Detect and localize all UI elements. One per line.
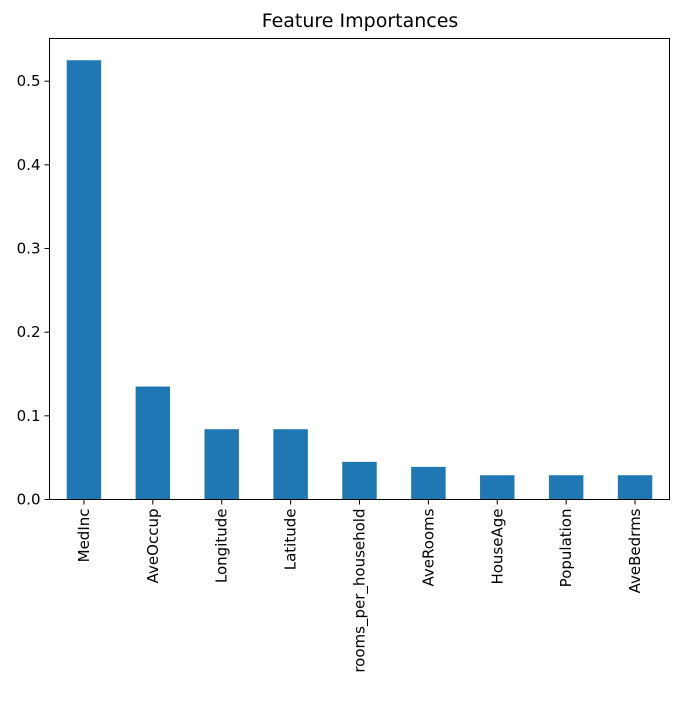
x-tick-label: rooms_per_household [351,509,370,673]
chart-title: Feature Importances [262,10,459,32]
y-tick-label: 0.4 [17,156,41,174]
bar-Latitude [273,429,308,500]
x-tick-label: AveOccup [144,509,162,584]
x-tick-label: AveBedrms [626,508,644,593]
y-tick-label: 0.0 [17,491,41,509]
x-tick-label: AveRooms [419,508,437,586]
x-tick-label: Longitude [213,509,231,584]
x-tick-label: Population [557,509,575,588]
bar-Population [548,475,584,500]
bar-AveRooms [411,466,446,500]
bar-AveBedrms [617,475,653,500]
y-tick-label: 0.1 [17,407,41,425]
bars-group [66,60,653,500]
bar-MedInc [66,60,102,500]
x-tick-label: Latitude [282,509,300,571]
x-axis: MedInc AveOccup Longitude Latitude rooms_per… [75,499,644,673]
bar-HouseAge [480,475,515,500]
bar-AveOccup [135,386,171,500]
y-tick-label: 0.5 [17,72,41,90]
x-tick-label: HouseAge [488,509,506,585]
y-axis: 0.0 0.1 0.2 0.3 0.4 0.5 [17,72,50,509]
bar-Longitude [204,429,239,500]
y-tick-label: 0.3 [17,240,41,258]
bar-rooms_per_household [342,461,377,500]
y-tick-label: 0.2 [17,323,41,341]
plot-frame [49,38,670,500]
x-tick-label: MedInc [75,509,93,563]
